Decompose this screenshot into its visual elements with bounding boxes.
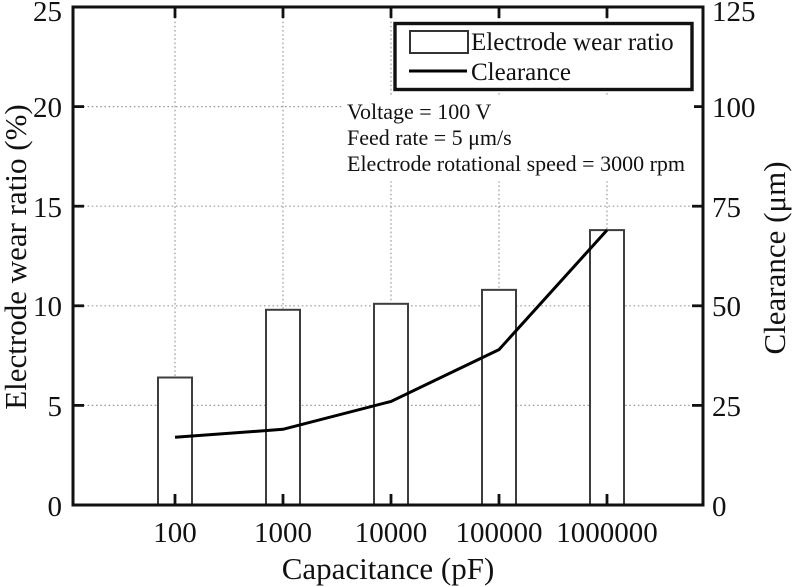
- y-left-tick-label-0: 0: [48, 491, 63, 523]
- bar-electrode-wear-ratio: [589, 229, 625, 506]
- y-axis-right-title: Clearance (μm): [757, 161, 792, 354]
- legend-label-electrode-wear-ratio: Electrode wear ratio: [471, 29, 674, 56]
- y-right-tick-label-125: 125: [712, 0, 756, 28]
- annotation-rotational-speed: Electrode rotational speed = 3000 rpm: [347, 151, 685, 176]
- x-tick-label-10000: 10000: [355, 517, 428, 549]
- legend-label-clearance: Clearance: [471, 59, 571, 86]
- y-left-tick-label-25: 25: [33, 0, 62, 28]
- bar-electrode-wear-ratio: [481, 288, 517, 507]
- y-left-tick-label-5: 5: [48, 391, 63, 423]
- plot-render-layer: [71, 5, 705, 507]
- x-axis-title: Capacitance (pF): [282, 551, 495, 586]
- bar-electrode-wear-ratio: [157, 376, 193, 506]
- annotation-feed-rate: Feed rate = 5 μm/s: [347, 125, 512, 150]
- y-left-tick-label-15: 15: [33, 192, 62, 224]
- legend-bar-swatch: [409, 30, 469, 54]
- y-left-tick-label-10: 10: [33, 291, 62, 323]
- x-tick-label-100: 100: [153, 517, 197, 549]
- y-right-tick-label-75: 75: [712, 192, 741, 224]
- y-axis-left-title: Electrode wear ratio (%): [0, 104, 33, 410]
- x-tick-label-1000: 1000: [254, 517, 312, 549]
- annotation-background: [342, 96, 694, 180]
- annotation-voltage: Voltage = 100 V: [347, 99, 491, 124]
- y-right-tick-label-50: 50: [712, 291, 741, 323]
- clearance-line: [174, 229, 609, 439]
- x-tick-label-1000000: 1000000: [556, 517, 658, 549]
- y-right-tick-label-0: 0: [712, 491, 727, 523]
- x-tick-label-100000: 100000: [456, 517, 543, 549]
- bar-electrode-wear-ratio: [265, 308, 301, 506]
- plot-frame: [71, 5, 705, 507]
- legend: Electrode wear ratio Clearance: [393, 21, 694, 92]
- y-right-tick-label-25: 25: [712, 391, 741, 423]
- y-left-tick-label-20: 20: [33, 92, 62, 124]
- y-right-tick-label-100: 100: [712, 92, 756, 124]
